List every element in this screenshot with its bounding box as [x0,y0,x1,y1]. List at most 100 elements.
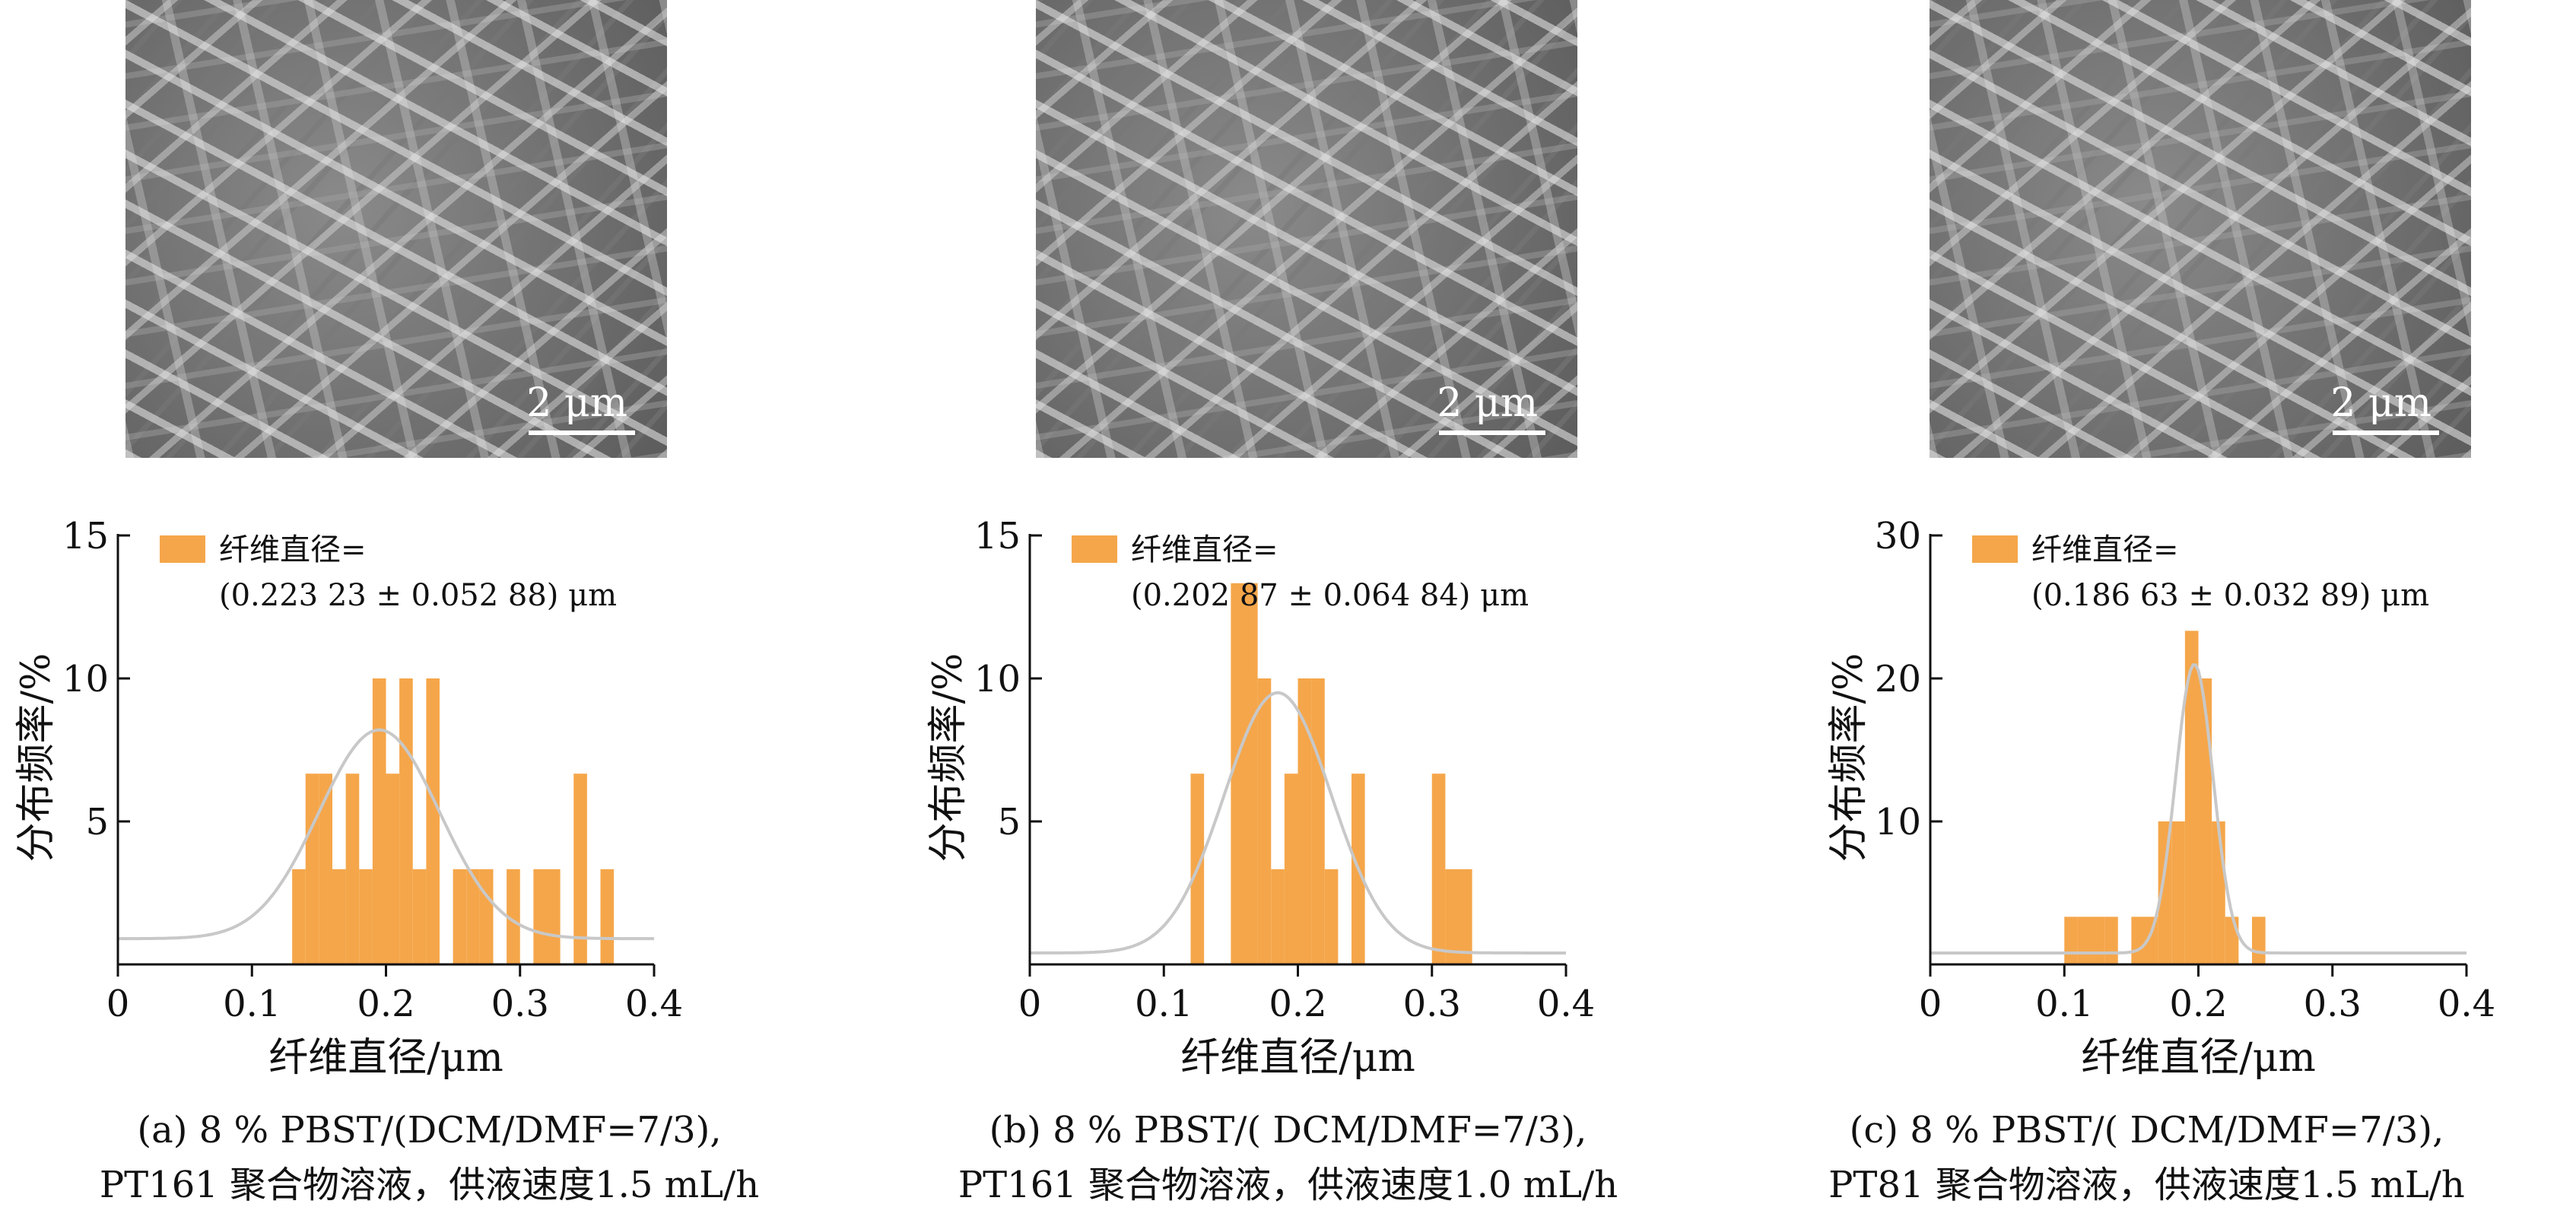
x-tick-label-3: 0.3 [491,983,549,1025]
histogram-bar-14 [507,869,520,964]
y-tick-label-1: 20 [1875,658,1921,700]
histogram-bar-1 [1231,583,1244,964]
histogram-bar-9 [2198,678,2212,964]
histogram-bar-6 [1298,678,1312,964]
caption-line-1: (a) 8 % PBST/(DCM/DMF=7/3), [137,1109,722,1152]
x-tick-label-4: 0.4 [1537,983,1595,1025]
histogram-bar-0 [292,869,306,964]
histogram-bar-18 [600,869,615,964]
x-tick-label-0: 0 [106,983,130,1025]
y-tick-label-0: 5 [85,801,109,843]
histogram-bar-8 [1324,869,1339,964]
legend-value: (0.186 63 ± 0.032 89) μm [2031,578,2429,613]
histogram-bar-17 [573,774,587,964]
histogram-bar-3 [1257,678,1272,964]
histogram-bar-10 [2212,821,2225,964]
sem-image: 2 μm [1036,0,1577,458]
histogram-bar-7 [386,774,400,964]
sem-image: 2 μm [1930,0,2471,458]
caption: (b) 8 % PBST/( DCM/DMF=7/3), PT161 聚合物溶液… [859,1103,1717,1212]
x-tick-label-1: 0.1 [1135,983,1193,1025]
normal-fit-curve [1030,691,1566,955]
histogram-bar-6 [2158,821,2172,964]
histogram-bar-15 [533,869,547,964]
legend-swatch [1972,535,2018,563]
legend-label: 纤维直径= [219,532,367,567]
histogram-bar-11 [2225,916,2239,964]
legend-label: 纤维直径= [2031,532,2179,567]
normal-fit-curve [1930,663,2466,955]
histogram-bar-2 [1244,583,1258,964]
histogram-bar-10 [426,678,440,964]
histogram-bar-1 [2077,916,2092,964]
scale-bar-label: 2 μm [2330,380,2431,426]
caption-line-1: (c) 8 % PBST/( DCM/DMF=7/3), [1849,1109,2444,1152]
histogram-chart: 0 0.1 0.2 0.3 0.4 10 20 30 纤维直径/μm 分布频率/% 纤维直径= (0.… [1826,515,2495,1081]
histogram-bar-3 [332,869,346,964]
histogram-chart: 0 0.1 0.2 0.3 0.4 5 10 15 纤维直径/μm 分布频率/% 纤维直径= (0.2… [14,515,683,1081]
x-tick-label-2: 0.2 [1269,983,1326,1025]
legend-swatch [160,535,205,563]
histogram-bar-1 [305,774,319,964]
scale-bar [1439,430,1545,435]
scale-bar-label: 2 μm [526,380,627,426]
histogram-chart: 0 0.1 0.2 0.3 0.4 5 10 15 纤维直径/μm 分布频率/% 纤维直径= (0.2… [926,515,1595,1081]
x-tick-label-3: 0.3 [2304,983,2362,1025]
histogram-bar-5 [359,869,373,964]
y-tick-label-2: 15 [62,515,109,557]
caption: (c) 8 % PBST/( DCM/DMF=7/3), PT81 聚合物溶液，… [1717,1103,2576,1212]
x-tick-label-3: 0.3 [1403,983,1461,1025]
caption-line-2: PT161 聚合物溶液，供液速度1.0 mL/h [958,1164,1618,1206]
y-axis-label: 分布频率/% [926,653,971,862]
caption: (a) 8 % PBST/(DCM/DMF=7/3), PT161 聚合物溶液，… [0,1103,859,1212]
caption-line-1: (b) 8 % PBST/( DCM/DMF=7/3), [989,1109,1587,1152]
x-tick-label-1: 0.1 [2035,983,2093,1025]
histogram-bar-4 [2131,916,2145,964]
x-tick-label-4: 0.4 [625,983,683,1025]
x-tick-label-2: 0.2 [357,983,415,1025]
histogram-bar-12 [1459,869,1472,964]
histogram-bar-4 [1271,869,1285,964]
scale-bar-label: 2 μm [1437,380,1538,426]
y-tick-label-1: 10 [62,658,109,700]
histogram-bar-10 [1431,774,1446,964]
legend-value: (0.223 23 ± 0.052 88) μm [219,578,617,613]
normal-fit-curve [118,728,655,941]
y-tick-label-2: 30 [1875,515,1921,557]
sem-image: 2 μm [125,0,667,458]
legend-label: 纤维直径= [1131,532,1278,567]
x-tick-label-0: 0 [1018,983,1042,1025]
scale-bar [2333,430,2439,435]
y-tick-label-1: 10 [974,658,1021,700]
x-tick-label-1: 0.1 [223,983,281,1025]
histogram-bar-5 [2145,916,2158,964]
histogram-bar-3 [2104,916,2118,964]
histogram-bar-4 [345,774,360,964]
y-axis-label: 分布频率/% [14,653,59,862]
histogram-bar-8 [2184,631,2199,964]
histogram-bar-7 [1311,678,1325,964]
caption-line-2: PT161 聚合物溶液，供液速度1.5 mL/h [99,1164,760,1206]
histogram-bar-8 [399,678,413,964]
x-axis-label: 纤维直径/μm [268,1035,503,1081]
x-axis-label: 纤维直径/μm [2081,1035,2316,1081]
panel-a: 2 μm 0 0.1 0.2 0.3 0.4 5 10 15 纤维直径/μm 分布频率/% 纤维直径… [0,0,859,1223]
x-tick-label-0: 0 [1919,983,1942,1025]
caption-line-2: PT81 聚合物溶液，供液速度1.5 mL/h [1828,1164,2465,1206]
histogram-bar-2 [2091,916,2105,964]
legend-swatch [1072,535,1117,563]
histogram-bar-12 [466,869,480,964]
histogram-bar-6 [372,678,386,964]
histogram-bar-11 [1445,869,1459,964]
y-tick-label-0: 5 [997,801,1021,843]
panel-c: 2 μm 0 0.1 0.2 0.3 0.4 10 20 30 纤维直径/μm 分布频率/% 纤维直… [1717,0,2576,1223]
panel-b: 2 μm 0 0.1 0.2 0.3 0.4 5 10 15 纤维直径/μm 分布频率/% 纤维直径… [859,0,1717,1223]
histogram-bar-0 [2064,916,2078,964]
legend-value: (0.202 87 ± 0.064 84) μm [1131,578,1529,613]
x-tick-label-4: 0.4 [2438,983,2495,1025]
histogram-bar-9 [412,869,427,964]
histogram-bar-5 [1284,774,1298,964]
y-tick-label-0: 10 [1875,801,1921,843]
histogram-bar-16 [547,869,561,964]
histogram-bar-11 [453,869,467,964]
